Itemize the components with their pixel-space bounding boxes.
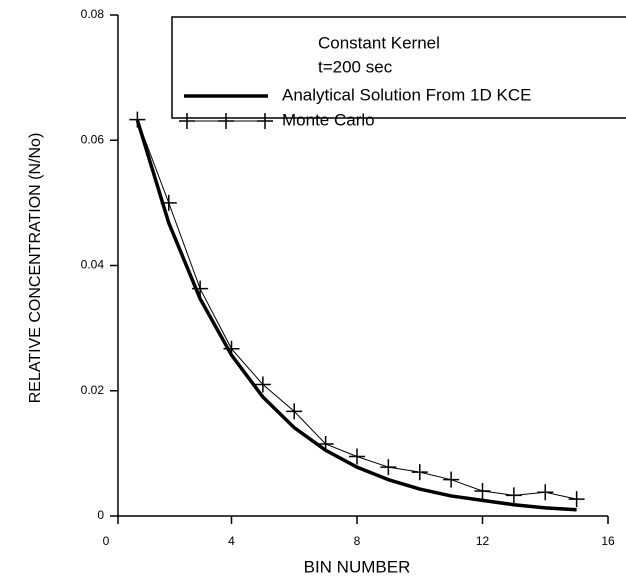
marker bbox=[537, 484, 554, 501]
line bbox=[135, 119, 577, 512]
y-tick-label: 0.08 bbox=[81, 7, 105, 21]
marker bbox=[568, 491, 585, 508]
y-tick-label: 0 bbox=[97, 508, 104, 522]
marker bbox=[223, 340, 240, 357]
marker bbox=[380, 459, 397, 476]
legend-label: Analytical Solution From 1D KCE bbox=[282, 85, 531, 104]
y-tick-label: 0.06 bbox=[81, 132, 105, 146]
marker bbox=[505, 487, 522, 504]
marker bbox=[192, 280, 209, 297]
marker bbox=[257, 113, 273, 129]
x-tick-label: 12 bbox=[476, 534, 490, 548]
marker bbox=[286, 403, 303, 420]
legend-title: t=200 sec bbox=[318, 57, 393, 76]
legend-box bbox=[171, 16, 626, 119]
marker bbox=[129, 111, 146, 128]
marker bbox=[349, 448, 365, 465]
x-tick-label: 16 bbox=[601, 534, 615, 548]
marker bbox=[254, 376, 271, 393]
x-axis-label: BIN NUMBER bbox=[304, 557, 411, 576]
legend-label: Monte Carlo bbox=[282, 110, 375, 129]
marker bbox=[411, 464, 428, 481]
x-tick-label: 8 bbox=[354, 534, 361, 548]
x-tick-label: 4 bbox=[228, 534, 235, 548]
line bbox=[136, 119, 577, 500]
marker bbox=[474, 482, 491, 499]
marker bbox=[160, 194, 177, 211]
y-tick-label: 0.04 bbox=[81, 258, 105, 272]
x-tick-label: 0 bbox=[103, 534, 110, 548]
marker bbox=[179, 113, 195, 129]
marker bbox=[218, 113, 234, 129]
legend-title: Constant Kernel bbox=[318, 33, 440, 52]
marker bbox=[443, 471, 460, 488]
y-tick-label: 0.02 bbox=[81, 383, 105, 397]
y-axis-label: RELATIVE CONCENTRATION (N/No) bbox=[27, 133, 44, 404]
marker bbox=[317, 435, 334, 452]
